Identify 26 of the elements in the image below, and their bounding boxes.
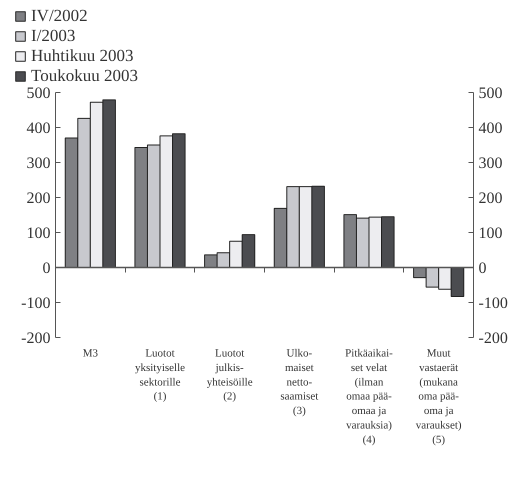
x-tick-label: M3 <box>82 348 98 360</box>
y2-tick-label: 200 <box>478 190 502 207</box>
y-tick-label: -200 <box>21 330 50 347</box>
y2-tick-label: 500 <box>478 85 502 102</box>
y-tick-label: 200 <box>26 190 50 207</box>
y2-tick-label: -200 <box>478 330 508 347</box>
x-tick-label: Ulko- maiset netto- saamiset (3) <box>280 348 318 418</box>
y-tick-label: 400 <box>26 120 50 137</box>
legend-label: IV/2002 <box>31 6 88 26</box>
legend-label: Toukokuu 2003 <box>31 66 138 84</box>
y-tick-label: 0 <box>42 260 50 277</box>
y-tick-label: 500 <box>26 85 50 102</box>
y-tick-label: 300 <box>26 155 50 172</box>
legend-label: Huhtikuu 2003 <box>31 46 134 66</box>
legend-label: I/2003 <box>31 26 76 46</box>
y2-tick-label: 0 <box>478 260 486 277</box>
y-tick-label: 100 <box>26 225 50 242</box>
x-tick-label: Muut vastaerät (mukana oma pää- oma ja varaukset) (5) <box>416 348 462 446</box>
x-tick-label: Pitkäaikai- set velat (ilman omaa pää- omaa ja varauksia) (4) <box>345 348 394 446</box>
y2-tick-label: 300 <box>478 155 502 172</box>
y2-tick-label: 400 <box>478 120 502 137</box>
y2-tick-label: 100 <box>478 225 502 242</box>
y-tick-label: -100 <box>21 295 50 312</box>
x-tick-label: Luotot yksityiselle sektorille (1) <box>134 348 186 403</box>
x-tick-label: Luotot julkis- yhteisöille (2) <box>206 348 253 403</box>
y2-tick-label: -100 <box>478 295 508 312</box>
